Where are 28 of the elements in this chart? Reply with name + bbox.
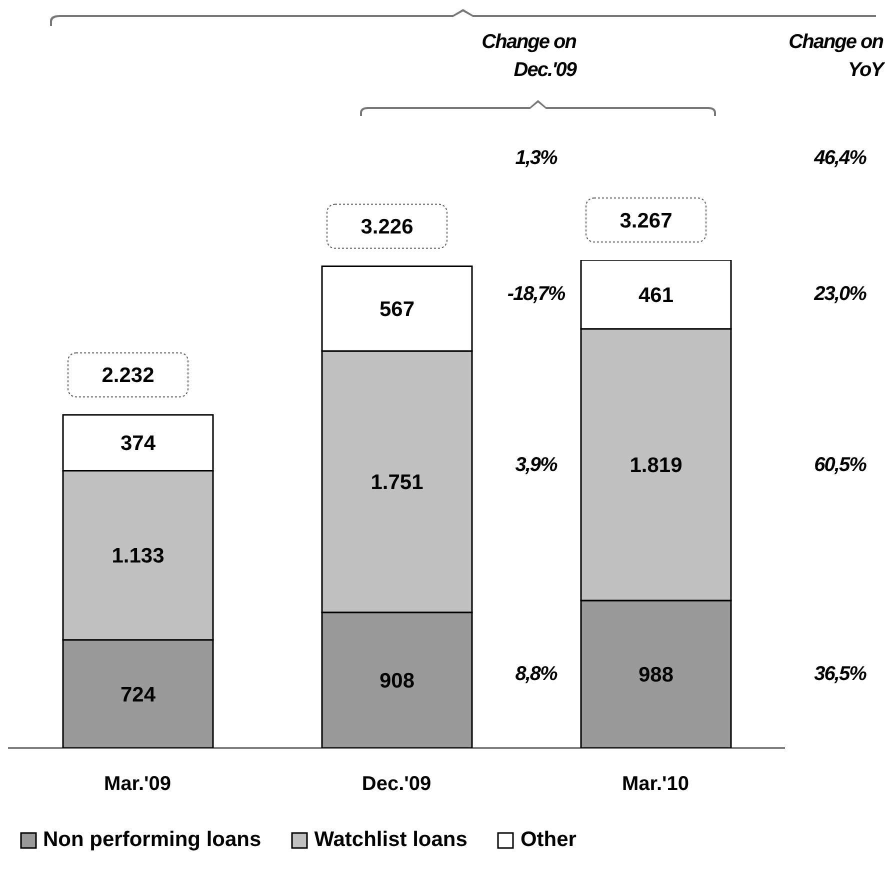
data-label: 1.819: [630, 454, 682, 477]
annotation: 3,9%: [514, 452, 558, 478]
data-label: 724: [120, 683, 156, 706]
total-label: 2.232: [102, 364, 154, 388]
x-tick-label: Dec.'09: [362, 773, 432, 796]
data-label: 1.751: [370, 471, 424, 494]
legend-label: Other: [520, 828, 576, 852]
x-tick-label: Mar.'10: [622, 773, 690, 796]
text: Change on YoY: [788, 30, 883, 83]
total-label: 3.267: [620, 209, 672, 232]
data-label: 988: [638, 664, 674, 687]
text: Change on Dec.'09: [480, 30, 576, 83]
data-label: 461: [638, 284, 674, 307]
annotation: -18,7%: [506, 282, 566, 308]
data-label: 374: [120, 432, 156, 456]
legend-label: Watchlist loans: [314, 828, 468, 852]
total-label: 3.226: [360, 216, 414, 239]
annotation: 8,8%: [514, 662, 558, 688]
data-label: 1.133: [112, 544, 164, 568]
text: 23,0%: [812, 282, 868, 308]
data-label: 908: [379, 670, 415, 693]
x-tick-label: Mar.'09: [104, 773, 172, 796]
text: 60,5%: [813, 452, 868, 478]
data-label: 567: [379, 298, 415, 321]
legend-label: Non performing loans: [43, 828, 262, 852]
text: 1,3%: [514, 146, 558, 171]
text: 36,5%: [813, 662, 868, 688]
text: 46,4%: [812, 146, 868, 171]
